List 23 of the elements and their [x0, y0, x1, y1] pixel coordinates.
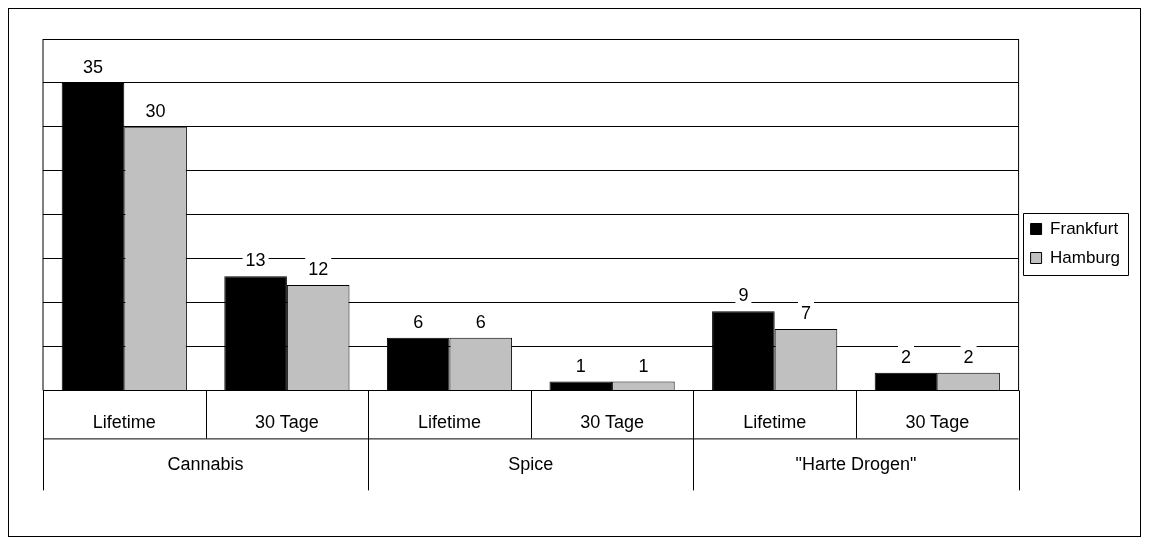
- data-label: 35: [82, 56, 104, 77]
- x-tick-label: Lifetime: [92, 412, 156, 433]
- legend-label: Hamburg: [1050, 247, 1120, 267]
- x-tick-label: 30 Tage: [580, 412, 644, 433]
- x-tick-label: Lifetime: [743, 412, 807, 433]
- data-label: 9: [738, 285, 749, 306]
- text: "Harte Drogen": [795, 454, 917, 475]
- data-label: 13: [245, 250, 266, 271]
- x-tick-label: 30 Tage: [255, 412, 319, 433]
- x-tick-label: Lifetime: [417, 412, 482, 433]
- data-label: 12: [308, 258, 329, 279]
- legend-label: Frankfurt: [1050, 218, 1119, 238]
- data-label: 2: [900, 346, 911, 367]
- data-label: 1: [575, 355, 586, 376]
- data-label: 7: [800, 302, 811, 323]
- text: Spice: [508, 454, 554, 475]
- data-label: 6: [413, 311, 424, 332]
- data-label: 1: [638, 355, 649, 376]
- x-tick-label: 30 Tage: [905, 412, 970, 433]
- data-label: 30: [145, 100, 166, 121]
- text: Cannabis: [167, 454, 244, 475]
- data-label: 2: [963, 346, 974, 367]
- data-label: 6: [475, 311, 486, 332]
